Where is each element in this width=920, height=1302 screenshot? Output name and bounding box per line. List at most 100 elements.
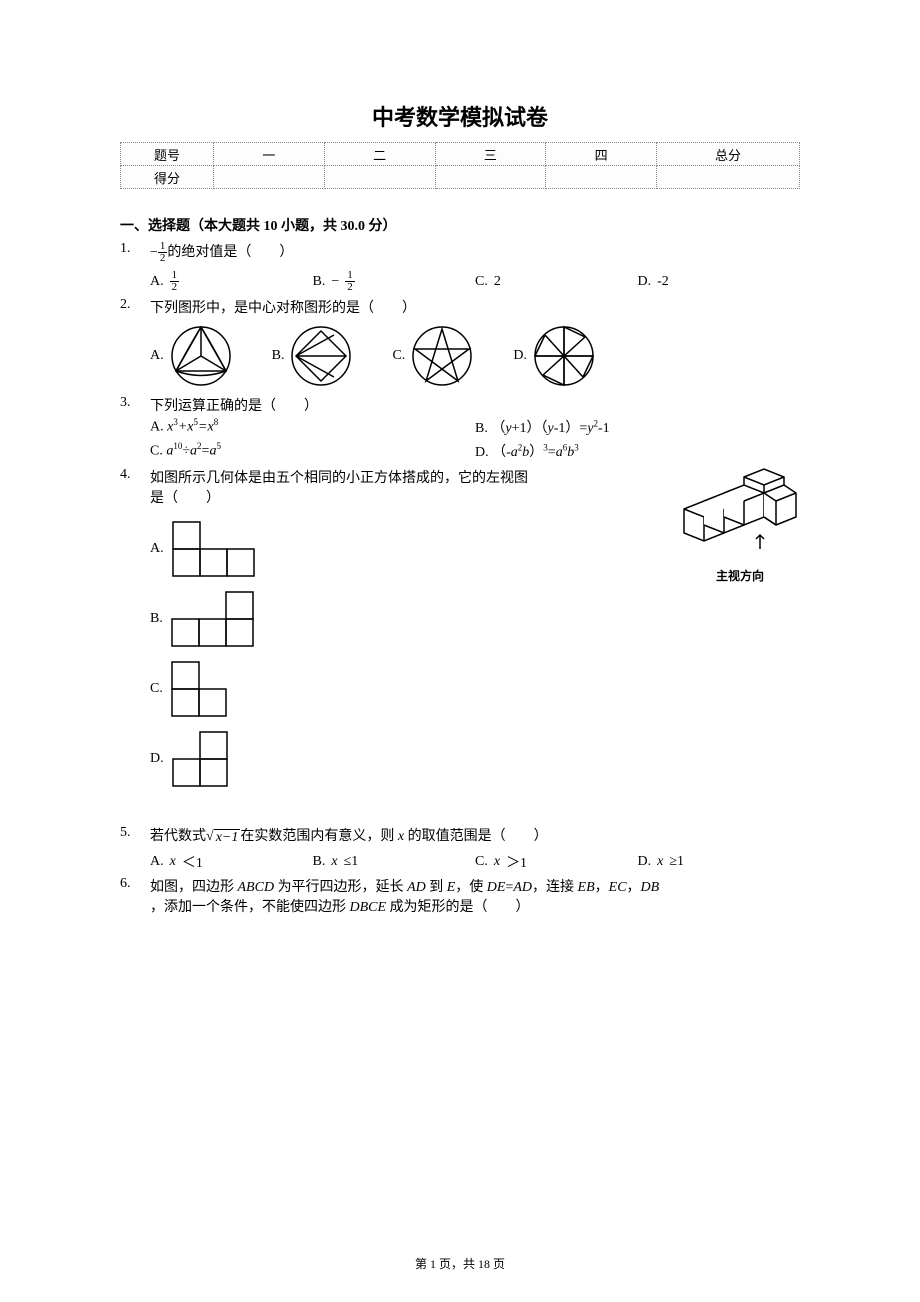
question-stem: 下列运算正确的是（ ） bbox=[150, 395, 800, 415]
question-stem: 下列图形中，是中心对称图形的是（ ） bbox=[150, 297, 800, 317]
circle-star-icon bbox=[411, 325, 473, 387]
option-d: D. -2 bbox=[638, 270, 801, 293]
text: 若代数式 bbox=[150, 829, 206, 844]
text: 2 bbox=[494, 274, 501, 290]
text: 的绝对值是（ ） bbox=[167, 245, 293, 260]
question-number: 2. bbox=[120, 297, 150, 313]
option-c: C. bbox=[150, 661, 800, 717]
question-stem: −12的绝对值是（ ） bbox=[150, 241, 800, 264]
spacer bbox=[120, 801, 800, 821]
shape-b-icon bbox=[171, 591, 255, 647]
cell: 总分 bbox=[657, 143, 800, 166]
option-c: C. bbox=[392, 325, 473, 387]
option-b: B. x≤1 bbox=[313, 852, 476, 872]
circle-pinwheel-icon bbox=[533, 325, 595, 387]
question-stem-line2: 是（ ） bbox=[150, 487, 670, 507]
option-label: D. bbox=[513, 348, 527, 364]
cell bbox=[214, 166, 325, 189]
option-label: D. bbox=[150, 751, 164, 767]
option-label: B. （ bbox=[475, 421, 505, 436]
cell: 得分 bbox=[121, 166, 214, 189]
page-title: 中考数学模拟试卷 bbox=[120, 100, 800, 132]
question-1: 1. −12的绝对值是（ ） bbox=[120, 241, 800, 264]
q2-options: A. B. C. D. bbox=[150, 325, 800, 387]
table-row: 题号 一 二 三 四 总分 bbox=[121, 143, 800, 166]
table-row: 得分 bbox=[121, 166, 800, 189]
cell bbox=[435, 166, 546, 189]
option-label: B. bbox=[272, 348, 285, 364]
shape-d-icon bbox=[172, 731, 228, 787]
fraction: 12 bbox=[345, 270, 355, 293]
option-label: B. bbox=[150, 611, 163, 627]
cell bbox=[324, 166, 435, 189]
cell bbox=[657, 166, 800, 189]
option-c: C. 2 bbox=[475, 270, 638, 293]
option-b: B. −12 bbox=[313, 270, 476, 293]
cell: 题号 bbox=[121, 143, 214, 166]
fraction: 12 bbox=[170, 270, 180, 293]
text: 的取值范围是（ ） bbox=[404, 829, 548, 844]
circle-fan-icon bbox=[290, 325, 352, 387]
question-4: 4. 如图所示几何体是由五个相同的小正方体搭成的，它的左视图 是（ ） 主视方向 bbox=[120, 467, 800, 507]
question-number: 5. bbox=[120, 825, 150, 841]
question-6: 6. 如图，四边形 ABCD 为平行四边形，延长 AD 到 E，使 DE=AD，… bbox=[120, 876, 800, 916]
q1-options: A. 12 B. −12 C. 2 D. -2 bbox=[150, 270, 800, 293]
option-label: D. （- bbox=[475, 445, 511, 460]
cell: 四 bbox=[546, 143, 657, 166]
option-label: C. bbox=[475, 854, 488, 870]
cell: 一 bbox=[214, 143, 325, 166]
option-label: A. bbox=[150, 274, 164, 290]
page-footer: 第 1 页，共 18 页 bbox=[0, 1255, 920, 1272]
cell: 二 bbox=[324, 143, 435, 166]
option-label: B. bbox=[313, 274, 326, 290]
score-table: 题号 一 二 三 四 总分 得分 bbox=[120, 142, 800, 189]
option-c: C. a10÷a2=a5 bbox=[150, 441, 475, 461]
option-d: D. bbox=[513, 325, 595, 387]
cube-stack-icon bbox=[680, 467, 800, 567]
fraction: 12 bbox=[158, 241, 168, 264]
option-c: C. x＞1 bbox=[475, 852, 638, 872]
question-number: 3. bbox=[120, 395, 150, 411]
option-a: A. x3+x5=x8 bbox=[150, 417, 475, 437]
option-label: D. bbox=[638, 274, 652, 290]
option-a: A. bbox=[150, 325, 232, 387]
question-5: 5. 若代数式√x−1在实数范围内有意义，则 x 的取值范围是（ ） A. x＜… bbox=[120, 825, 800, 872]
option-d: D. bbox=[150, 731, 800, 787]
text: 在实数范围内有意义，则 bbox=[240, 829, 398, 844]
sqrt-icon: √x−1 bbox=[206, 829, 240, 846]
option-label: A. bbox=[150, 420, 167, 435]
question-body: 若代数式√x−1在实数范围内有意义，则 x 的取值范围是（ ） A. x＜1 B… bbox=[150, 825, 800, 872]
question-2: 2. 下列图形中，是中心对称图形的是（ ） bbox=[120, 297, 800, 317]
question-number: 1. bbox=[120, 241, 150, 257]
option-b: B. bbox=[272, 325, 353, 387]
text: − bbox=[150, 245, 158, 260]
shape-a-icon bbox=[172, 521, 256, 577]
option-label: B. bbox=[313, 854, 326, 870]
option-label: A. bbox=[150, 348, 164, 364]
circle-triangle-icon bbox=[170, 325, 232, 387]
page: 中考数学模拟试卷 题号 一 二 三 四 总分 得分 一、选择题（本大题共 10 … bbox=[0, 0, 920, 1302]
question-body: 如图，四边形 ABCD 为平行四边形，延长 AD 到 E，使 DE=AD，连接 … bbox=[150, 876, 800, 916]
option-d: D. x≥1 bbox=[638, 852, 801, 872]
text: -2 bbox=[657, 274, 669, 290]
section-heading: 一、选择题（本大题共 10 小题，共 30.0 分） bbox=[120, 215, 800, 235]
q4-figure: 主视方向 bbox=[680, 467, 800, 584]
q5-options: A. x＜1 B. x≤1 C. x＞1 D. x≥1 bbox=[150, 852, 800, 872]
figure-label: 主视方向 bbox=[680, 567, 800, 584]
option-a: A. x＜1 bbox=[150, 852, 313, 872]
option-label: C. bbox=[150, 444, 166, 459]
shape-c-icon bbox=[171, 661, 227, 717]
q3-options: A. x3+x5=x8 B. （y+1）（y-1）=y2-1 C. a10÷a2… bbox=[150, 415, 800, 463]
option-a: A. 12 bbox=[150, 270, 313, 293]
option-label: C. bbox=[475, 274, 488, 290]
question-3: 3. 下列运算正确的是（ ） A. x3+x5=x8 B. （y+1）（y-1）… bbox=[120, 395, 800, 463]
cell bbox=[546, 166, 657, 189]
question-number: 6. bbox=[120, 876, 150, 892]
option-label: A. bbox=[150, 541, 164, 557]
text: − bbox=[331, 274, 339, 290]
cell: 三 bbox=[435, 143, 546, 166]
option-b: B. （y+1）（y-1）=y2-1 bbox=[475, 417, 800, 437]
question-stem-line1: 如图所示几何体是由五个相同的小正方体搭成的，它的左视图 bbox=[150, 467, 670, 487]
question-number: 4. bbox=[120, 467, 150, 483]
option-label: C. bbox=[392, 348, 405, 364]
